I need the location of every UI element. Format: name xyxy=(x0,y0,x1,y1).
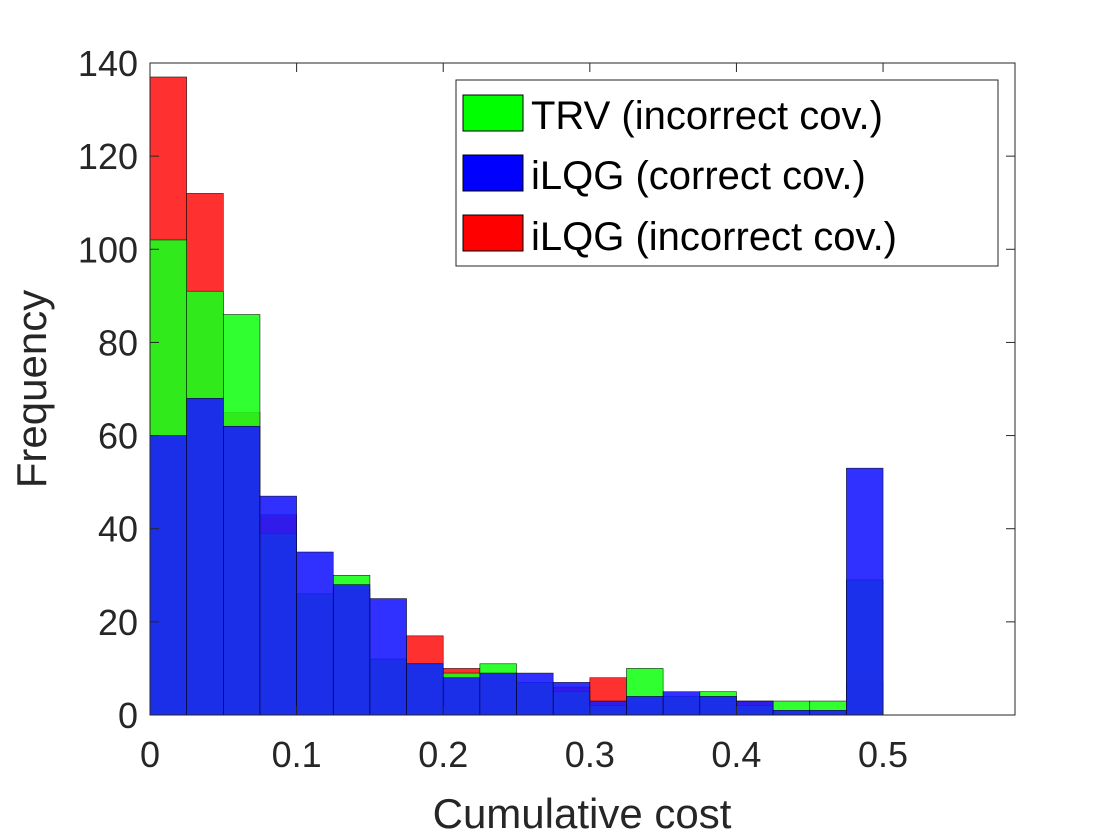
bar-ilqg-correct-cov-bin-8 xyxy=(442,677,481,716)
legend-swatch-ilqg-correct xyxy=(462,154,524,192)
legend-label-ilqg-incorrect: iLQG (incorrect cov.) xyxy=(531,215,897,259)
bar-ilqg-correct-cov-bin-19 xyxy=(846,467,884,716)
x-tick-label: 0.1 xyxy=(272,734,322,775)
x-tick-label: 0.4 xyxy=(711,734,761,775)
bars-layer xyxy=(149,76,884,716)
bar-ilqg-correct-cov-bin-17 xyxy=(772,710,811,716)
bar-ilqg-correct-cov-bin-4 xyxy=(296,551,334,716)
y-tick-label: 120 xyxy=(78,136,138,177)
legend-label-ilqg-correct: iLQG (correct cov.) xyxy=(531,154,866,198)
bar-ilqg-correct-cov-bin-12 xyxy=(589,700,627,716)
bar-ilqg-correct-cov-bin-0 xyxy=(149,435,187,716)
legend-swatch-ilqg-incorrect xyxy=(462,214,524,252)
y-tick-label: 40 xyxy=(98,509,138,550)
bar-ilqg-correct-cov-bin-18 xyxy=(809,710,847,716)
legend: TRV (incorrect cov.) iLQG (correct cov.)… xyxy=(455,79,999,267)
y-tick-label: 0 xyxy=(118,695,138,736)
y-tick-label: 140 xyxy=(78,43,138,84)
tick-labels-layer: 0 0.1 0.2 0.3 0.4 0.5 0 20 40 60 80 100 120 140 xyxy=(78,43,908,775)
x-tick-label: 0.3 xyxy=(565,734,615,775)
y-tick-label: 60 xyxy=(98,416,138,457)
bar-ilqg-correct-cov-bin-11 xyxy=(552,682,591,716)
bar-ilqg-correct-cov-bin-7 xyxy=(406,663,444,716)
x-tick-label: 0.2 xyxy=(418,734,468,775)
bar-ilqg-correct-cov-bin-9 xyxy=(479,672,517,716)
y-axis-label: Frequency xyxy=(8,290,55,488)
y-tick-label: 100 xyxy=(78,229,138,270)
bar-ilqg-correct-cov-bin-1 xyxy=(186,398,224,716)
bar-ilqg-correct-cov-bin-2 xyxy=(223,425,261,716)
plot-area-frame xyxy=(149,62,1016,716)
bar-ilqg-correct-cov-bin-16 xyxy=(736,700,774,716)
bar-ilqg-correct-cov-bin-10 xyxy=(516,672,554,716)
x-tick-label: 0.5 xyxy=(858,734,908,775)
bar-ilqg-correct-cov-bin-3 xyxy=(259,495,297,716)
bar-ilqg-correct-cov-bin-15 xyxy=(699,696,737,716)
y-tick-label: 80 xyxy=(98,322,138,363)
ticks-layer xyxy=(149,62,1015,716)
bar-ilqg-correct-cov-bin-6 xyxy=(369,598,407,716)
x-tick-label: 0 xyxy=(140,734,160,775)
legend-swatch-trv-incorrect xyxy=(462,94,524,132)
bar-ilqg-correct-cov-bin-5 xyxy=(332,584,371,716)
x-axis-label: Cumulative cost xyxy=(433,790,732,837)
legend-label-trv-incorrect: TRV (incorrect cov.) xyxy=(531,94,883,138)
bar-ilqg-correct-cov-bin-13 xyxy=(626,696,664,716)
bar-ilqg-correct-cov-bin-14 xyxy=(662,691,701,716)
y-tick-label: 20 xyxy=(98,602,138,643)
legend-box xyxy=(455,79,999,267)
